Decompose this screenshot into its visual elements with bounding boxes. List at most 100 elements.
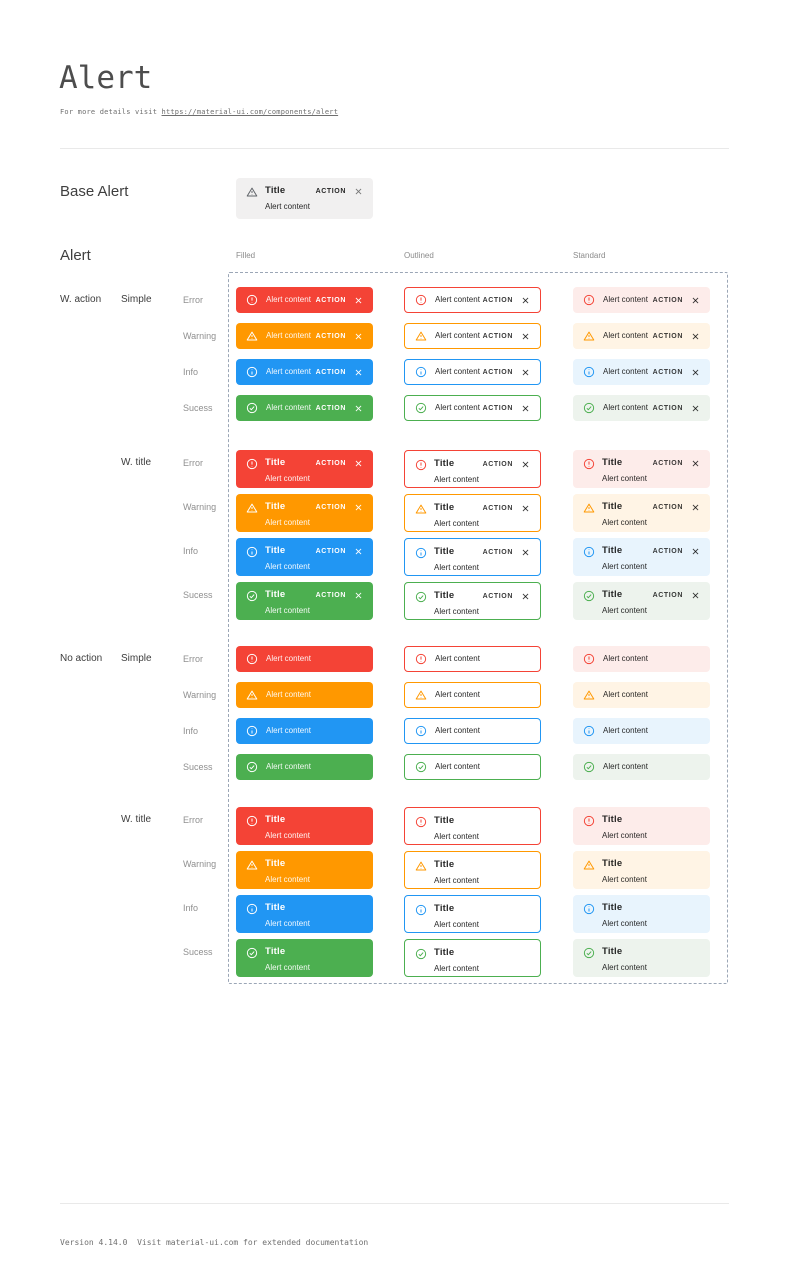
alert-content: Alert content (603, 403, 648, 412)
action-button[interactable]: ACTION (315, 548, 346, 555)
alert-outlined-warning: Title Alert content (404, 851, 541, 889)
close-icon[interactable] (354, 187, 363, 196)
alert-content: Alert content (435, 726, 480, 735)
action-button[interactable]: ACTION (652, 592, 683, 599)
type-label-w-title: W. title (121, 457, 152, 468)
alert-content: Alert content (266, 762, 311, 771)
close-icon[interactable] (691, 332, 700, 341)
warning-icon (583, 859, 595, 871)
action-button[interactable]: ACTION (652, 460, 683, 467)
alert-content: Alert content (602, 963, 647, 972)
type-label-simple: Simple (121, 653, 152, 664)
action-button[interactable]: ACTION (315, 504, 346, 511)
close-icon[interactable] (691, 404, 700, 413)
close-icon[interactable] (354, 459, 363, 468)
alert-content: Alert content (602, 875, 647, 884)
success-icon (415, 402, 427, 414)
action-button[interactable]: ACTION (482, 461, 513, 468)
warning-icon (583, 689, 595, 701)
close-icon[interactable] (691, 547, 700, 556)
close-icon[interactable] (521, 404, 530, 413)
action-button[interactable]: ACTION (315, 592, 346, 599)
alert-title: Title (434, 903, 455, 914)
close-icon[interactable] (691, 459, 700, 468)
close-icon[interactable] (354, 503, 363, 512)
action-button[interactable]: ACTION (482, 368, 513, 376)
action-button[interactable]: ACTION (482, 332, 513, 340)
action-button[interactable]: ACTION (652, 296, 683, 304)
alert-standard-success: Alert content ACTION (573, 395, 710, 421)
severity-label-warning: Warning (183, 331, 217, 341)
error-icon (583, 815, 595, 827)
action-button[interactable]: ACTION (652, 332, 683, 340)
close-icon[interactable] (521, 368, 530, 377)
alert-filled-success: Alert content ACTION (236, 395, 373, 421)
info-icon (246, 903, 258, 915)
action-button[interactable]: ACTION (482, 505, 513, 512)
close-icon[interactable] (354, 368, 363, 377)
close-icon[interactable] (691, 296, 700, 305)
type-label-simple: Simple (121, 294, 152, 305)
success-icon (415, 948, 427, 960)
close-icon[interactable] (354, 404, 363, 413)
alert-title: Title (434, 815, 455, 826)
alert-content: Alert content (603, 726, 648, 735)
variants-container (228, 272, 728, 984)
close-icon[interactable] (691, 591, 700, 600)
close-icon[interactable] (521, 460, 530, 469)
footer-text: Version 4.14.0 Visit material-ui.com for… (60, 1238, 369, 1247)
action-button[interactable]: ACTION (315, 332, 346, 340)
error-icon (583, 653, 595, 665)
close-icon[interactable] (354, 296, 363, 305)
action-button[interactable]: ACTION (482, 296, 513, 304)
action-button[interactable]: ACTION (652, 504, 683, 511)
action-button[interactable]: ACTION (315, 404, 346, 412)
alert-standard-info: Title Alert content ACTION (573, 538, 710, 576)
action-button[interactable]: ACTION (315, 460, 346, 467)
info-icon (415, 725, 427, 737)
alert-content: Alert content (602, 831, 647, 840)
action-button[interactable]: ACTION (652, 404, 683, 412)
close-icon[interactable] (354, 591, 363, 600)
close-icon[interactable] (691, 368, 700, 377)
alert-outlined-error: Title Alert content (404, 807, 541, 845)
alert-standard-warning: Title Alert content ACTION (573, 494, 710, 532)
warning-icon (246, 689, 258, 701)
action-button[interactable]: ACTION (482, 549, 513, 556)
close-icon[interactable] (691, 503, 700, 512)
alert-standard-info: Alert content (573, 718, 710, 744)
alert-title: Title (434, 947, 455, 958)
alert-title: Title (602, 501, 623, 512)
action-button[interactable]: ACTION (652, 548, 683, 555)
severity-label-error: Error (183, 815, 203, 825)
close-icon[interactable] (521, 592, 530, 601)
alert-content: Alert content (602, 562, 647, 571)
action-button[interactable]: ACTION (315, 296, 346, 304)
info-icon (583, 725, 595, 737)
alert-content: Alert content (434, 563, 479, 572)
base-alert-section-label: Base Alert (60, 183, 129, 200)
action-button[interactable]: ACTION (315, 188, 346, 195)
severity-label-info: Info (183, 546, 199, 556)
error-icon (246, 294, 258, 306)
close-icon[interactable] (521, 504, 530, 513)
close-icon[interactable] (354, 332, 363, 341)
close-icon[interactable] (521, 548, 530, 557)
alert-content: Alert content (602, 518, 647, 527)
action-button[interactable]: ACTION (482, 404, 513, 412)
close-icon[interactable] (521, 332, 530, 341)
action-button[interactable]: ACTION (482, 593, 513, 600)
close-icon[interactable] (521, 296, 530, 305)
close-icon[interactable] (354, 547, 363, 556)
alert-standard-error: Title Alert content (573, 807, 710, 845)
error-icon (415, 459, 427, 471)
group-label-w-action: W. action (60, 294, 102, 305)
alert-standard-success: Title Alert content ACTION (573, 582, 710, 620)
action-button[interactable]: ACTION (315, 368, 346, 376)
alert-content: Alert content (266, 726, 311, 735)
info-icon (246, 725, 258, 737)
docs-link[interactable]: https://material-ui.com/components/alert (161, 108, 339, 116)
action-button[interactable]: ACTION (652, 368, 683, 376)
alert-content: Alert content (434, 964, 479, 973)
alert-outlined-success: Alert content (404, 754, 541, 780)
